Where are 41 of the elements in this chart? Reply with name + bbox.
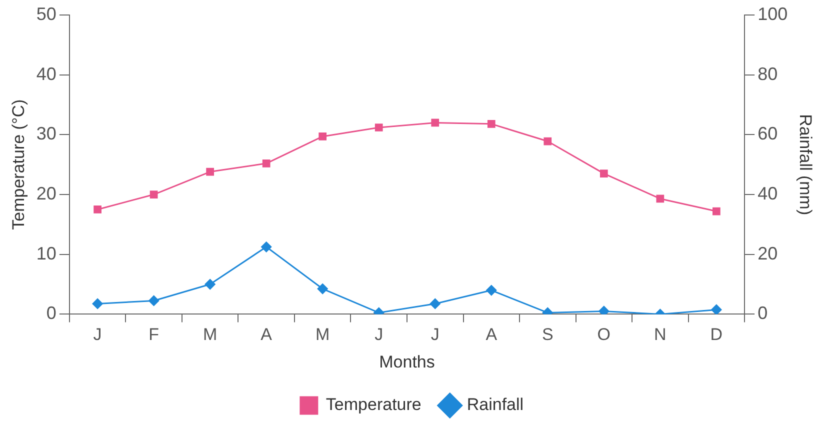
y2-tick-label: 80 [758,64,778,84]
point [544,137,552,146]
point [150,190,158,198]
y-axis-title: Temperature (°C) [8,99,28,230]
x-tick-label: J [93,325,102,344]
point [318,132,327,140]
x-tick-label: A [486,325,498,344]
y-tick-label: 0 [46,303,56,324]
y-tick-label: 30 [36,124,56,144]
y-tick-label: 50 [36,4,56,24]
x-tick-label: N [654,325,666,344]
x-tick-label: J [374,325,384,344]
x-tick-label: M [202,325,218,344]
x-tick-label: A [260,325,273,344]
x-tick-label: D [710,325,723,344]
point [262,159,270,168]
x-tick-label: J [430,325,440,344]
y2-axis-title: Rainfall (mm) [796,114,816,216]
x-tick-label: S [542,325,554,344]
y-tick-label: 20 [36,183,56,204]
x-tick-label: F [148,325,160,344]
point [600,170,608,178]
x-tick-label: O [597,325,611,344]
point [712,207,720,216]
point [374,124,383,132]
y2-tick-label: 60 [758,124,778,144]
x-tick-label: M [316,325,330,344]
point [206,168,214,176]
point [94,206,102,214]
x-axis-title: Months [379,352,435,372]
point [487,120,496,128]
y2-tick-label: 100 [758,4,788,24]
y2-tick-label: 20 [758,243,778,264]
point [431,118,440,127]
y-tick-label: 10 [36,243,56,264]
y-tick-label: 40 [36,64,56,84]
legend-label: Temperature [326,395,422,414]
legend-label: Rainfall [466,395,524,414]
point [656,194,664,203]
y2-tick-label: 0 [758,303,768,324]
y2-tick-label: 40 [758,183,778,204]
